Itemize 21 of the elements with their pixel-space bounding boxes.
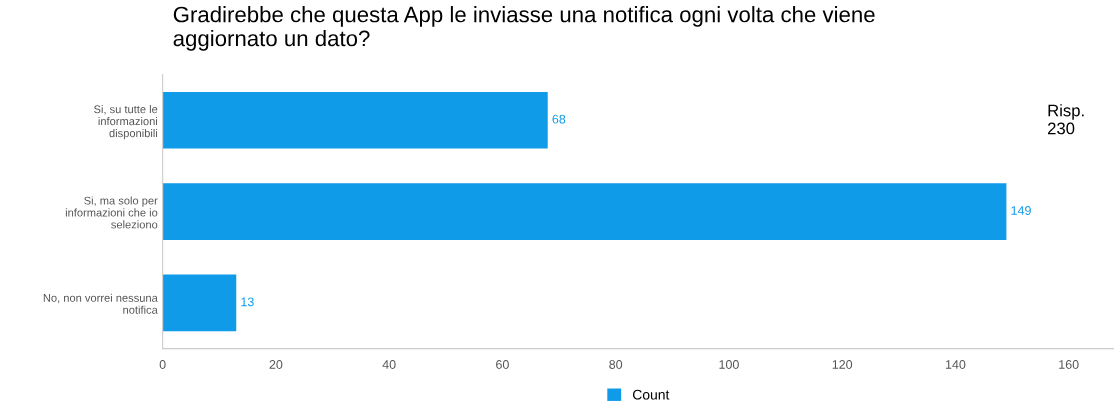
x-tick-label: 140 [945, 360, 966, 369]
chart-title: Gradirebbe che questa App le inviasse una notifica ogni volta che viene aggiornato un dato? [173, 6, 875, 51]
bar [162, 91, 548, 149]
y-tick-label: Si, su tutte le informazioni disponibili [94, 105, 158, 140]
x-tick-label: 20 [269, 360, 283, 369]
data-label: 13 [241, 297, 254, 307]
data-label: 149 [1011, 206, 1031, 215]
x-tick-label: 60 [496, 360, 509, 369]
x-tick-label: 120 [832, 360, 853, 369]
bar [162, 183, 1007, 240]
bar [162, 274, 237, 332]
x-tick-label: 40 [382, 360, 396, 369]
annotation: Risp. 230 [1048, 104, 1084, 135]
data-label: 68 [552, 114, 566, 124]
x-tick-label: 160 [1059, 360, 1079, 369]
y-tick-label: Si, ma solo per informazioni che io seleziono [65, 196, 158, 229]
x-tick-label: 80 [609, 360, 623, 369]
legend-label: Count [633, 389, 670, 400]
y-tick-label: No, non vorrei nessuna notifica [43, 293, 158, 314]
x-tick-label: 100 [719, 360, 739, 369]
x-tick-label: 0 [159, 360, 166, 369]
